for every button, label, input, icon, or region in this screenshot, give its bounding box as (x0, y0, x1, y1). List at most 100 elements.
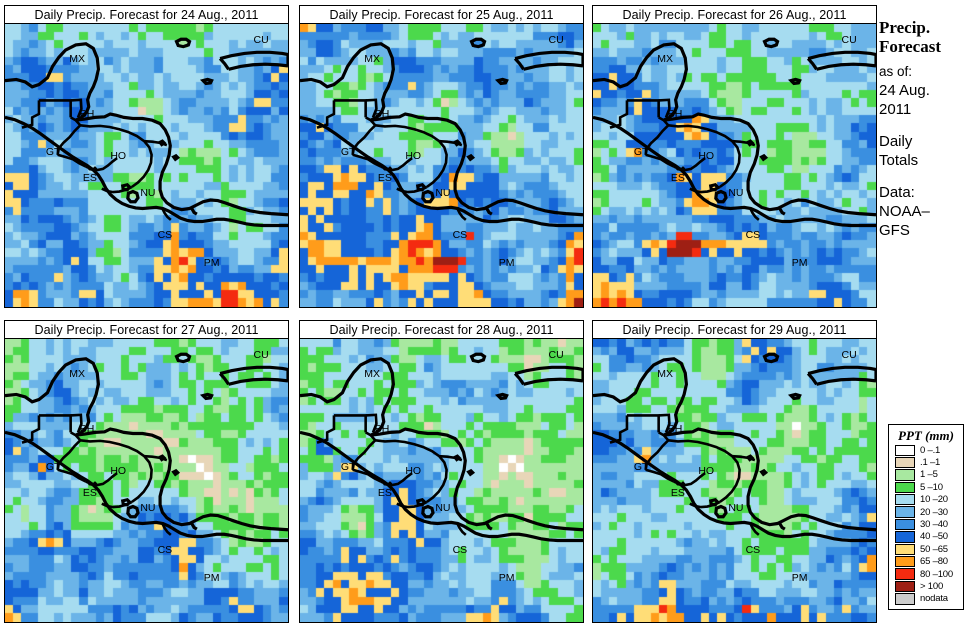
country-border-path (86, 473, 117, 485)
coastline-path (716, 507, 726, 517)
legend-swatch (895, 444, 915, 456)
coastline-path (5, 432, 288, 540)
country-label-es: ES (377, 172, 392, 185)
country-label-mx: MX (364, 53, 381, 66)
panel-title: Daily Precip. Forecast for 25 Aug., 2011 (299, 5, 584, 24)
coastline-path (593, 44, 686, 120)
legend-entry: .1 –1 (895, 456, 963, 469)
coastline-path (764, 39, 777, 46)
country-label-bh: BH (79, 107, 95, 120)
country-label-gt: GT (45, 145, 61, 158)
panel-title: Daily Precip. Forecast for 24 Aug., 2011 (4, 5, 289, 24)
sidebar-asof-label: as of: (879, 64, 913, 79)
coastline-overlay (593, 339, 876, 622)
country-label-nu: NU (728, 187, 744, 200)
precipitation-map: MX CU BH GT HO ES NU CS PM (592, 23, 877, 308)
legend-label: 80 –100 (920, 568, 953, 580)
legend-entry: 1 –5 (895, 469, 963, 481)
country-border-path (381, 473, 412, 485)
legend-label: 1 –5 (920, 469, 938, 481)
coastline-path (5, 44, 98, 120)
panel-title: Daily Precip. Forecast for 26 Aug., 2011 (592, 5, 877, 24)
coastline-path (817, 64, 876, 69)
legend-swatch (895, 481, 915, 494)
coastline-path (791, 79, 799, 83)
country-label-gt: GT (340, 145, 356, 158)
legend-label: 0 –.1 (920, 444, 941, 456)
coastline-path (174, 156, 178, 159)
country-border-path (58, 432, 81, 469)
legend-entry: nodata (895, 593, 963, 605)
coastline-path (808, 59, 816, 70)
country-border-path (397, 502, 427, 507)
country-label-es: ES (82, 487, 97, 500)
country-label-pm: PM (791, 257, 808, 270)
country-label-cs: CS (745, 228, 761, 241)
coastline-path (764, 354, 777, 361)
coastline-path (203, 394, 211, 398)
sidebar-data-label: Data: (879, 184, 915, 201)
country-border-path (144, 456, 167, 460)
country-label-pm: PM (498, 257, 515, 270)
coastline-path (762, 156, 766, 159)
coastline-path (780, 209, 785, 215)
coastline-path (203, 79, 211, 83)
country-label-es: ES (670, 172, 685, 185)
coastline-path (220, 374, 228, 385)
country-border-path (162, 209, 170, 220)
coastline-path (498, 394, 506, 398)
coastline-path (128, 507, 138, 517)
forecast-panel: Daily Precip. Forecast for 25 Aug., 2011… (299, 5, 584, 309)
country-border-path (457, 209, 465, 220)
country-label-bh: BH (79, 422, 95, 435)
coastline-path (423, 507, 433, 517)
country-border-path (439, 141, 462, 145)
coastline-path (471, 39, 484, 46)
coastline-path (593, 359, 686, 435)
legend-swatch (895, 456, 915, 469)
coastline-path (471, 354, 484, 361)
legend-entry: 40 –50 (895, 531, 963, 543)
country-border-path (39, 100, 71, 117)
country-label-nu: NU (435, 187, 451, 200)
coastline-path (229, 379, 288, 384)
legend-swatch (895, 568, 915, 580)
coastline-path (664, 114, 876, 215)
coastline-path (174, 471, 178, 474)
country-border-path (690, 502, 720, 507)
legend-swatch (895, 593, 915, 605)
country-border-path (317, 415, 334, 442)
country-border-path (39, 415, 71, 432)
country-border-path (71, 100, 82, 118)
coastline-overlay (5, 339, 288, 622)
coastline-path (300, 44, 393, 120)
country-label-es: ES (377, 487, 392, 500)
country-label-ho: HO (405, 150, 422, 163)
country-border-path (659, 100, 670, 118)
country-label-mx: MX (69, 53, 86, 66)
legend-title: PPT (mm) (898, 428, 954, 443)
country-label-cu: CU (841, 34, 857, 47)
country-label-pm: PM (203, 257, 220, 270)
legend-entry: 10 –20 (895, 494, 963, 506)
coastline-path (192, 524, 197, 530)
coastline-path (192, 209, 197, 215)
country-border-path (366, 100, 377, 118)
country-label-mx: MX (657, 368, 674, 381)
country-label-cu: CU (548, 34, 564, 47)
country-label-ho: HO (110, 150, 127, 163)
country-label-gt: GT (45, 460, 61, 473)
country-label-ho: HO (405, 465, 422, 478)
legend-entry: 5 –10 (895, 481, 963, 494)
legend-swatch (895, 494, 915, 506)
coastline-overlay (300, 24, 583, 307)
coastline-path (220, 52, 288, 58)
country-label-es: ES (670, 487, 685, 500)
coastline-path (5, 117, 288, 225)
precipitation-map: MX CU BH GT HO ES NU CS PM (299, 23, 584, 308)
country-label-es: ES (82, 172, 97, 185)
country-border-path (646, 432, 669, 469)
coastline-path (593, 117, 876, 225)
panel-title: Daily Precip. Forecast for 29 Aug., 2011 (592, 320, 877, 339)
sidebar-asof-date-line2: 2011 (879, 101, 912, 118)
